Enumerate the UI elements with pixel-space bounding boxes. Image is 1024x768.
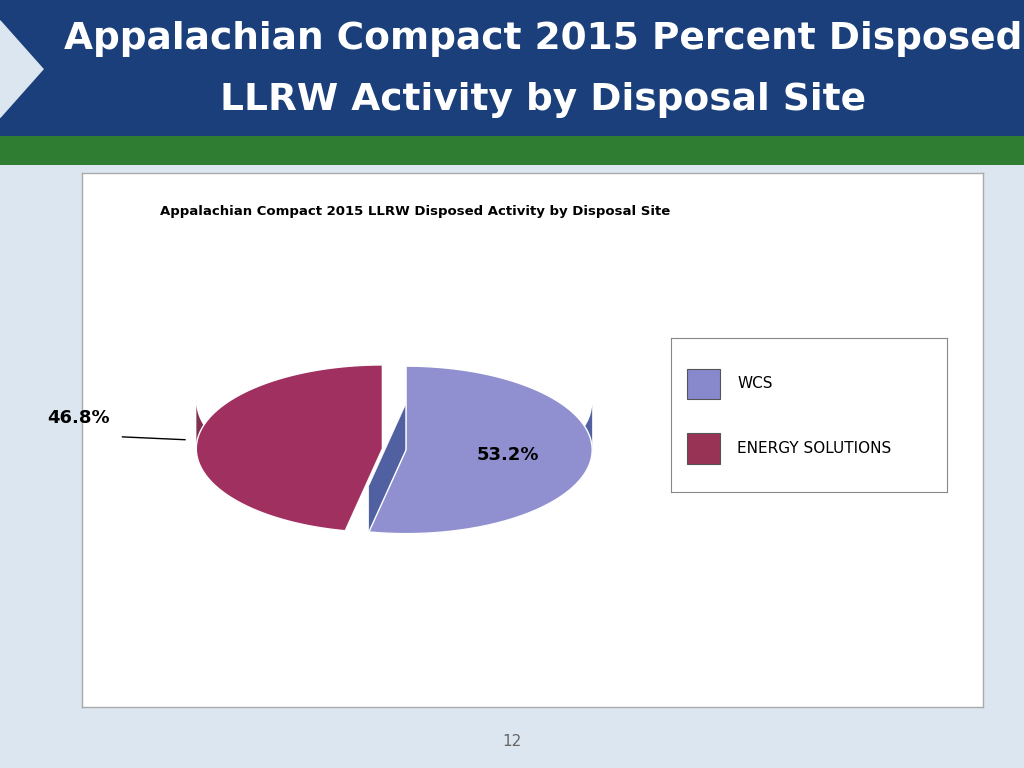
Polygon shape: [369, 366, 592, 534]
Text: 46.8%: 46.8%: [47, 409, 111, 428]
Bar: [687, 433, 721, 464]
Polygon shape: [345, 402, 382, 531]
Text: 12: 12: [503, 733, 521, 749]
Polygon shape: [0, 21, 43, 118]
Text: 53.2%: 53.2%: [477, 445, 540, 464]
Text: Appalachian Compact 2015 LLRW Disposed Activity by Disposal Site: Appalachian Compact 2015 LLRW Disposed A…: [160, 205, 671, 218]
Bar: [687, 369, 721, 399]
Text: WCS: WCS: [737, 376, 772, 392]
Polygon shape: [197, 400, 345, 531]
Text: Appalachian Compact 2015 Percent Disposed: Appalachian Compact 2015 Percent Dispose…: [63, 21, 1022, 57]
Polygon shape: [197, 365, 382, 531]
Polygon shape: [369, 402, 592, 534]
Polygon shape: [369, 403, 407, 532]
Text: LLRW Activity by Disposal Site: LLRW Activity by Disposal Site: [220, 81, 865, 118]
Text: ENERGY SOLUTIONS: ENERGY SOLUTIONS: [737, 441, 891, 456]
